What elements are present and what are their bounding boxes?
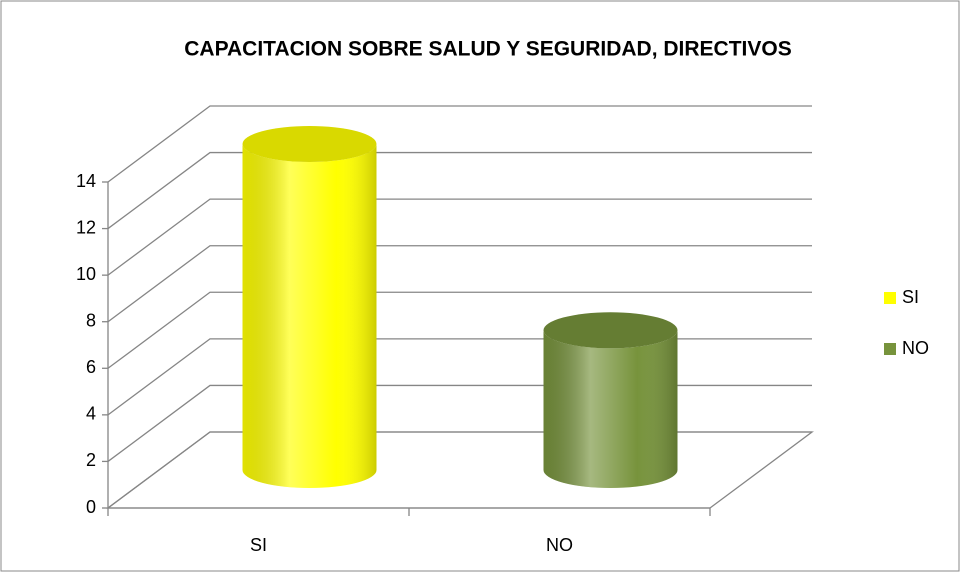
legend-swatch bbox=[884, 343, 896, 355]
grid-line bbox=[107, 198, 812, 276]
y-tick-label: 10 bbox=[76, 264, 96, 284]
legend-label: NO bbox=[902, 338, 929, 358]
legend-label: SI bbox=[902, 287, 919, 307]
bar bbox=[242, 144, 377, 488]
y-tick-label: 12 bbox=[76, 217, 96, 237]
grid-line bbox=[107, 291, 812, 369]
grid-line bbox=[107, 105, 812, 183]
grid-line bbox=[107, 151, 812, 230]
y-tick-label: 4 bbox=[86, 404, 96, 424]
bar-top bbox=[543, 312, 678, 349]
chart-title: CAPACITACION SOBRE SALUD Y SEGURIDAD, DI… bbox=[184, 38, 792, 61]
y-tick-label: 0 bbox=[86, 497, 96, 517]
x-tick-label: NO bbox=[546, 535, 573, 555]
y-tick-label: 8 bbox=[86, 310, 96, 330]
y-tick-label: 2 bbox=[86, 450, 96, 470]
legend-swatch bbox=[884, 292, 896, 304]
y-tick-label: 6 bbox=[86, 357, 96, 377]
grid-line bbox=[107, 245, 812, 323]
x-tick-label: SI bbox=[250, 535, 267, 555]
bar-top bbox=[242, 126, 377, 162]
bar bbox=[543, 330, 678, 488]
y-tick-label: 14 bbox=[76, 171, 96, 191]
